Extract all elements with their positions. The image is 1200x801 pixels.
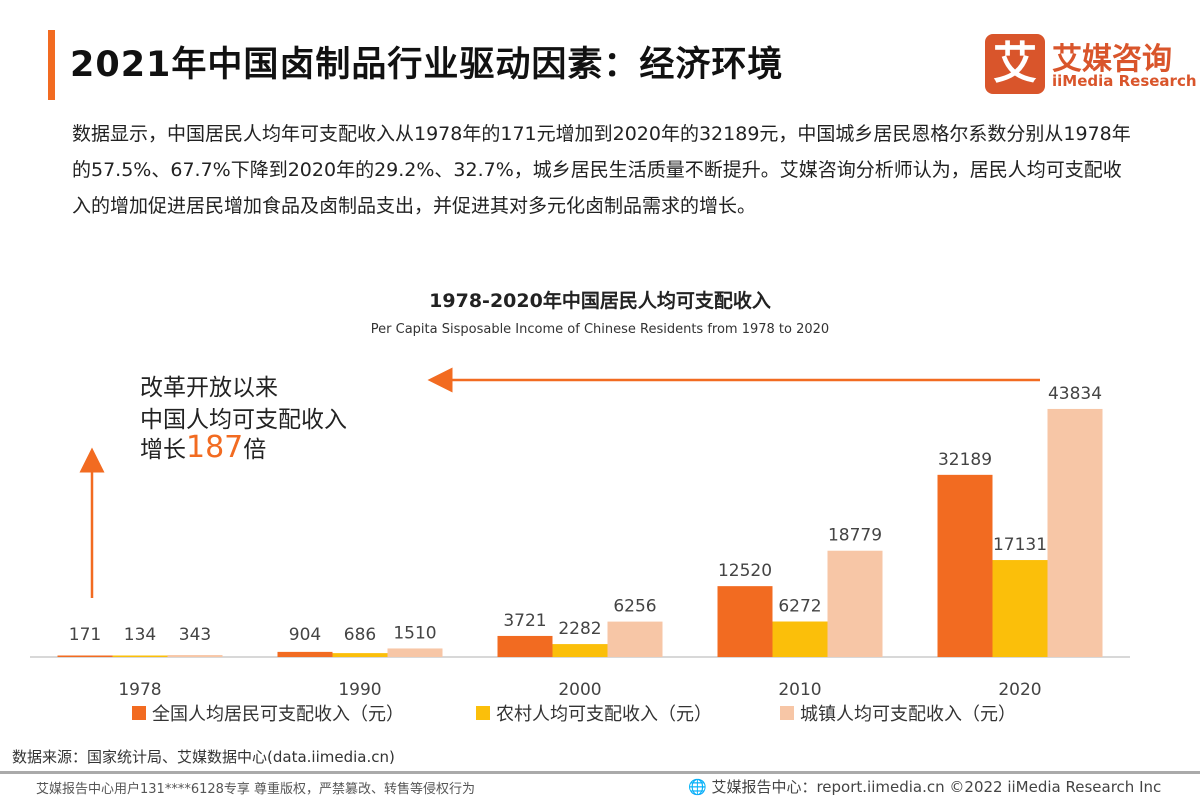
legend-label: 农村人均可支配收入（元） [496,704,712,725]
bar [112,655,168,657]
page-title: 2021年中国卤制品行业驱动因素：经济环境 [70,45,784,85]
logo-mark: 艾 [985,34,1045,94]
bar [552,644,608,657]
x-tick-label: 2020 [998,680,1041,700]
bar [717,586,773,657]
description: 数据显示，中国居民人均年可支配收入从1978年的171元增加到2020年的321… [72,123,1131,217]
bar [1047,408,1103,657]
data-label: 171 [69,625,101,645]
bar-chart: 1978 171 134 343 1990 904 686 1510 2000 3721 2282 6… [30,367,1130,700]
chart-title: 1978-2020年中国居民人均可支配收入 [429,290,771,312]
bar [607,621,663,657]
legend-item-rural: 农村人均可支配收入（元） [476,700,712,726]
data-label: 6272 [778,597,821,617]
bar [992,560,1048,657]
footer-site-text[interactable]: 艾媒报告中心：report.iimedia.cn ©2022 iiMedia R… [711,778,1162,796]
data-label: 1510 [393,623,436,643]
data-label: 686 [344,625,376,645]
annotation-line2: 中国人均可支配收入 [140,407,347,433]
legend-label: 全国人均居民可支配收入（元） [152,704,404,725]
data-label: 18779 [828,526,882,546]
annotation-line3: 增长187倍 [140,430,266,465]
data-label: 12520 [718,561,772,581]
legend-swatch [476,706,490,720]
data-label: 17131 [993,535,1047,555]
data-label: 43834 [1048,384,1102,404]
bar [772,621,828,657]
title-accent-bar [48,30,55,100]
legend-swatch [780,706,794,720]
data-label: 6256 [613,597,656,617]
bar [277,651,333,657]
bar [332,653,388,657]
legend-item-urban: 城镇人均可支配收入（元） [780,700,1016,726]
data-source: 数据来源：国家统计局、艾媒数据中心(data.iimedia.cn) [12,748,395,766]
bar [937,474,993,657]
footer-copyright-notice: 艾媒报告中心用户131****6128专享 尊重版权，严禁篡改、转售等侵权行为 [36,782,476,797]
annotation-pre: 增长 [140,437,186,463]
bar [167,655,223,657]
x-tick-label: 2010 [778,680,821,700]
annotation-post: 倍 [243,437,267,463]
data-label: 343 [179,625,211,645]
data-label: 134 [124,625,156,645]
footer-divider [0,771,1200,774]
annotation-number: 187 [186,430,244,465]
x-tick-label: 2000 [558,680,601,700]
data-label: 32189 [938,450,992,470]
x-tick-label: 1978 [118,680,161,700]
globe-icon: 🌐 [688,778,707,796]
logo-text-en: iiMedia Research [1052,72,1197,90]
x-tick-label: 1990 [338,680,381,700]
footer-site: 🌐 艾媒报告中心：report.iimedia.cn ©2022 iiMedia… [688,776,1161,797]
legend-swatch [132,706,146,720]
bar [497,635,553,657]
data-label: 904 [289,625,321,645]
data-label: 2282 [558,619,601,639]
chart-subtitle: Per Capita Sisposable Income of Chinese … [370,322,830,337]
logo-text-cn: 艾媒咨询 [1052,42,1172,77]
bar [57,655,113,657]
annotation-line1: 改革开放以来 [140,375,278,401]
legend-label: 城镇人均可支配收入（元） [800,704,1016,725]
bar [387,648,443,657]
legend-item-national: 全国人均居民可支配收入（元） [132,700,404,726]
data-label: 3721 [503,611,546,631]
bar [827,550,883,657]
